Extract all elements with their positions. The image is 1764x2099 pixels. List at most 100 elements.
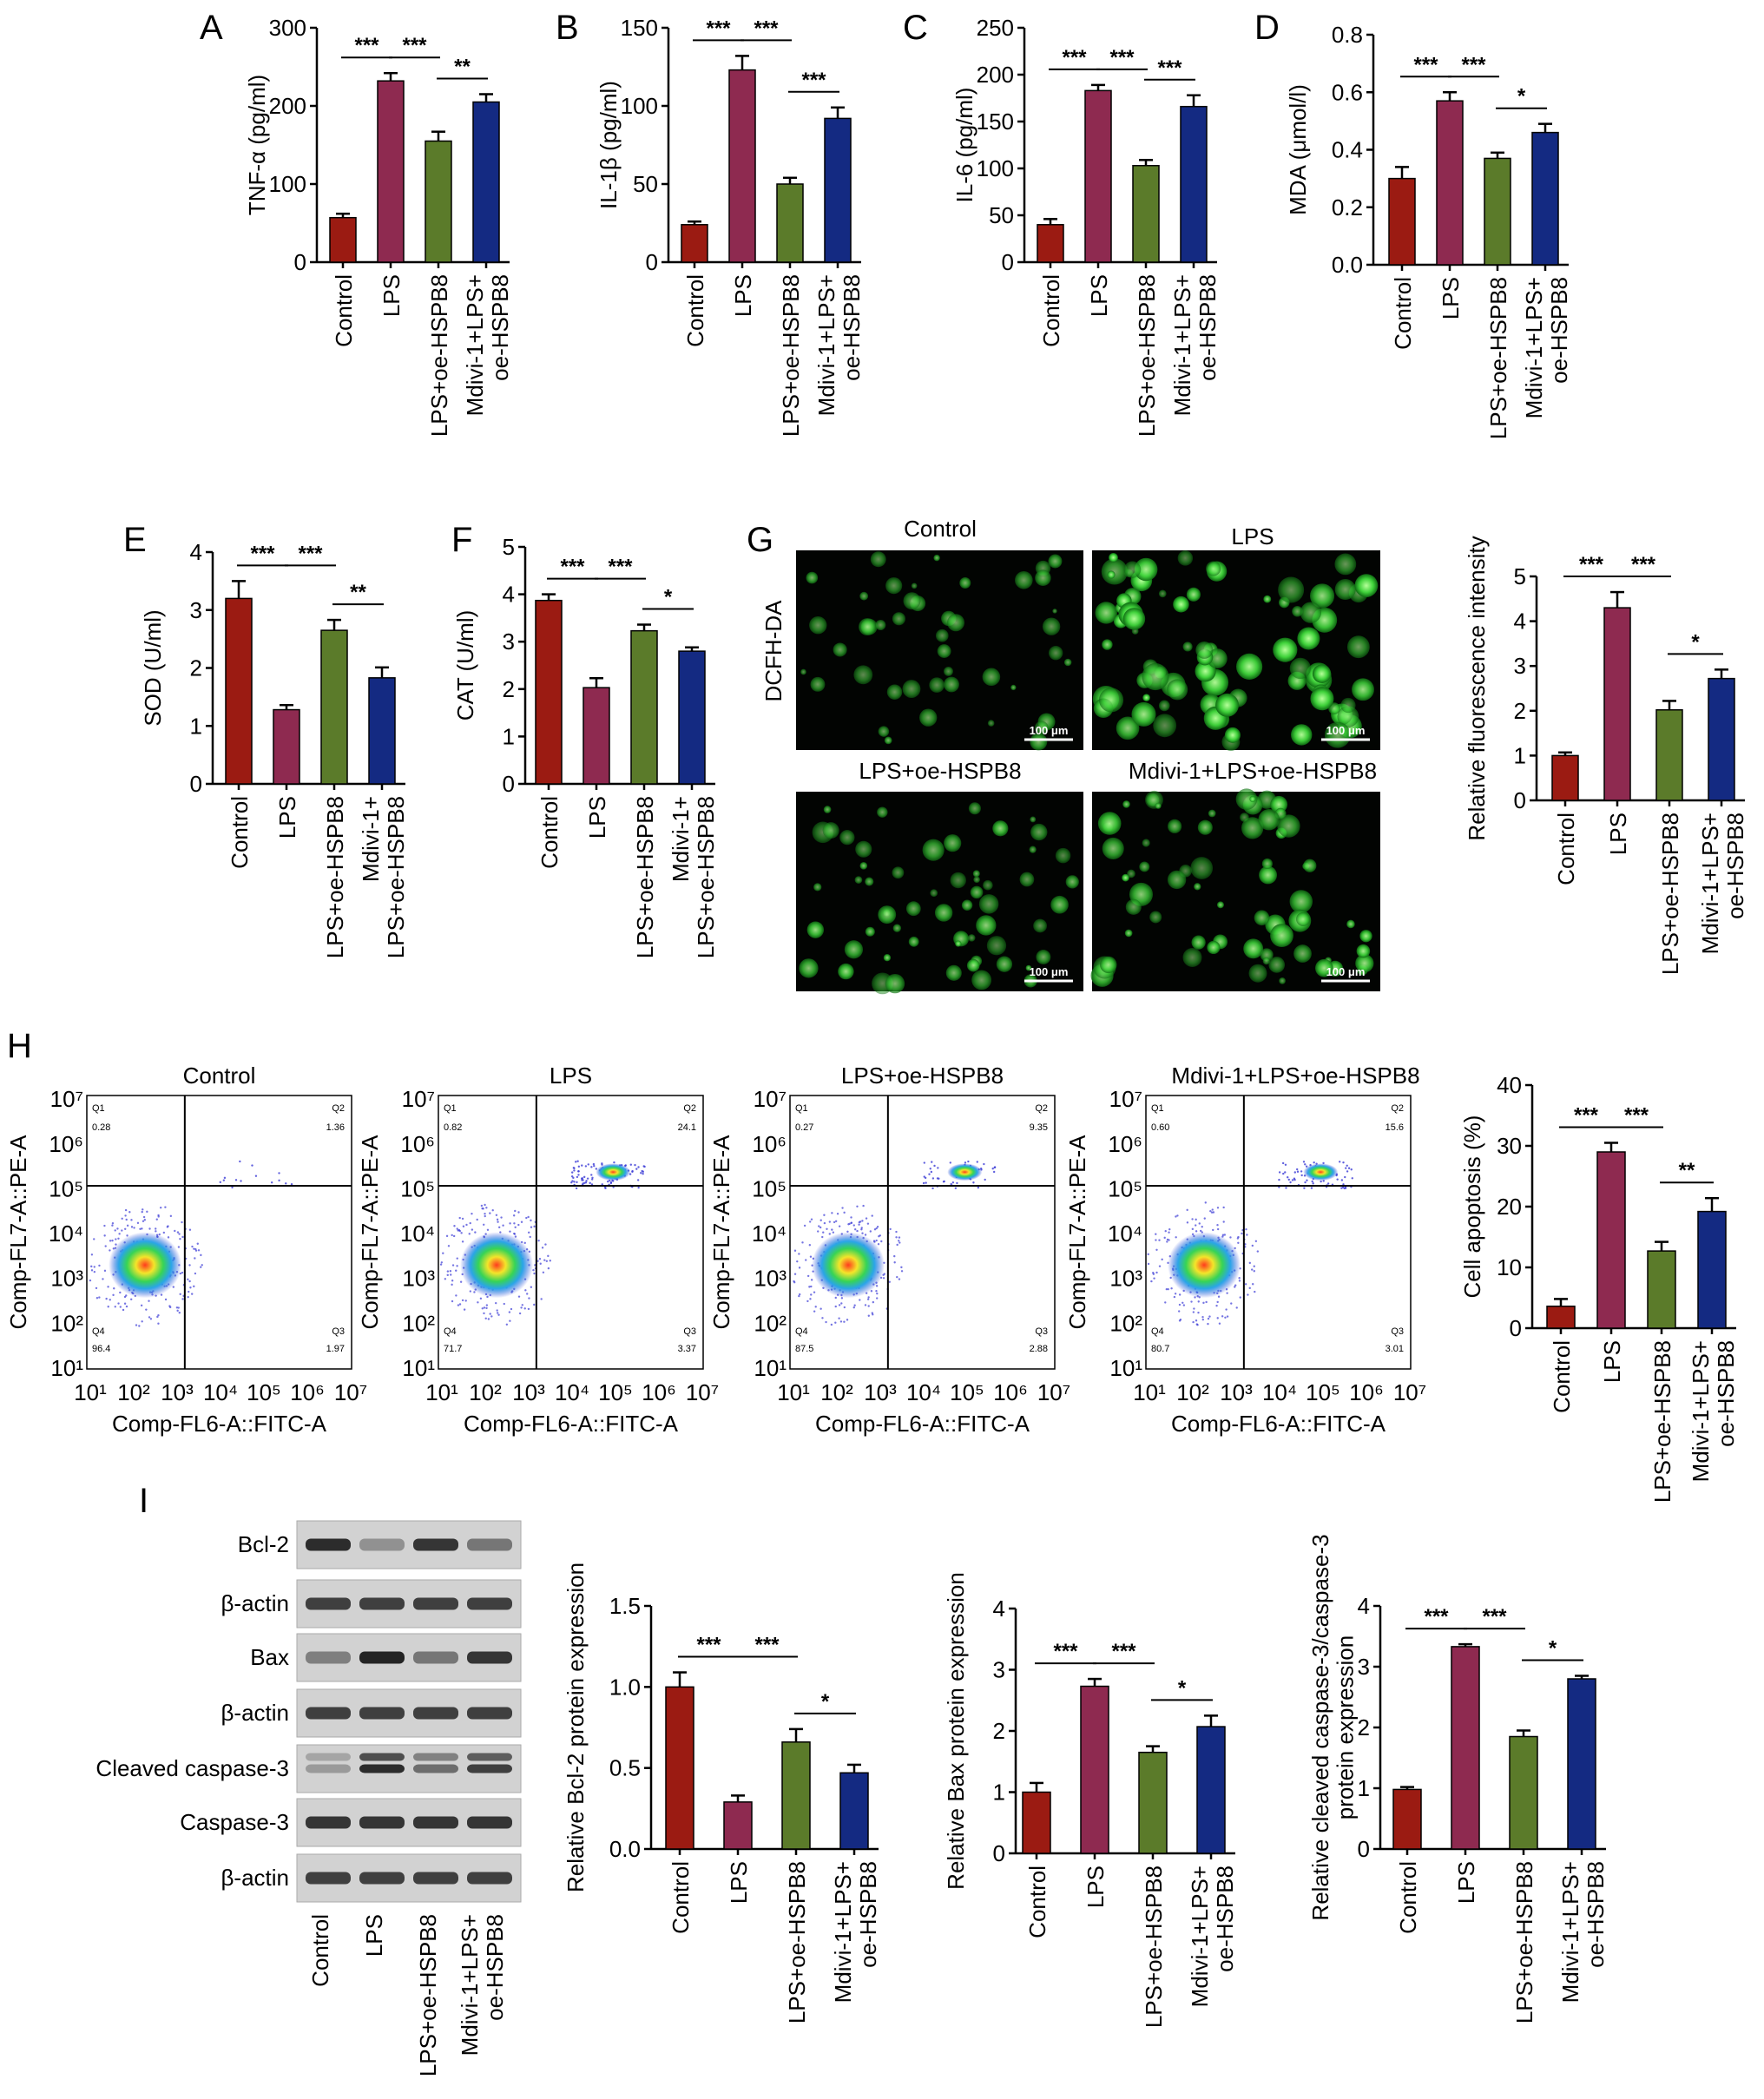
significance-label: ** bbox=[454, 56, 471, 79]
cell bbox=[1289, 657, 1311, 679]
cell bbox=[1273, 637, 1298, 662]
flow-dot bbox=[509, 1230, 511, 1233]
flow-dot bbox=[1241, 1232, 1243, 1235]
flow-dot bbox=[1225, 1308, 1228, 1311]
flow-dot bbox=[114, 1306, 116, 1308]
y-tick-label: 0 bbox=[190, 771, 202, 797]
blot-row-label: Bcl-2 bbox=[238, 1531, 289, 1557]
flow-dot bbox=[823, 1214, 826, 1216]
flow-dot bbox=[1350, 1168, 1353, 1171]
flow-dot bbox=[1238, 1277, 1241, 1280]
flow-dot bbox=[1345, 1167, 1347, 1169]
flow-dot bbox=[1234, 1286, 1236, 1288]
fluorescence-panel-3: Mdivi-1+LPS+oe-HSPB8 100 μm bbox=[1090, 758, 1380, 991]
flow-dot bbox=[533, 1272, 536, 1275]
flow-x-tick: 10³ bbox=[161, 1379, 194, 1405]
flow-dot bbox=[188, 1264, 191, 1267]
flow-dot bbox=[853, 1304, 856, 1306]
flow-dot bbox=[896, 1243, 898, 1247]
panel-letter-d: D bbox=[1254, 9, 1280, 47]
flow-dot bbox=[977, 1186, 980, 1189]
quadrant-label: Q1 bbox=[1151, 1103, 1164, 1114]
flow-dot bbox=[850, 1221, 852, 1225]
flow-dot bbox=[577, 1174, 580, 1176]
y-tick-label: 250 bbox=[977, 15, 1014, 41]
flow-dot bbox=[177, 1246, 181, 1248]
significance-label: *** bbox=[1111, 1640, 1136, 1663]
cell bbox=[1100, 956, 1117, 974]
bar-1 bbox=[1596, 1151, 1626, 1329]
cell bbox=[1312, 664, 1332, 683]
cell bbox=[950, 872, 966, 889]
cell bbox=[1355, 954, 1374, 973]
blot-band bbox=[413, 1816, 458, 1829]
flow-dot bbox=[95, 1297, 99, 1300]
flow-dot bbox=[444, 1278, 447, 1280]
flow-dot bbox=[1251, 1244, 1254, 1247]
flow-dot bbox=[866, 1298, 870, 1300]
flow-dot bbox=[103, 1224, 106, 1227]
cell bbox=[1352, 678, 1374, 701]
flow-dot bbox=[456, 1257, 458, 1260]
y-tick-label: 1 bbox=[1358, 1775, 1370, 1801]
flow-dot bbox=[1182, 1304, 1186, 1306]
y-tick-label: 0.2 bbox=[1332, 194, 1363, 220]
bar-chart-b: 0 50 100 150 IL-1β (pg/ml) Control LPS LPS+oe-H… bbox=[596, 15, 865, 437]
flow-dot bbox=[1300, 1174, 1303, 1177]
flow-dot bbox=[806, 1300, 809, 1303]
cell bbox=[1296, 911, 1311, 926]
blot-band bbox=[306, 1707, 351, 1720]
flow-dot bbox=[1216, 1300, 1219, 1304]
flow-dot bbox=[489, 1212, 491, 1214]
cell bbox=[1015, 571, 1033, 589]
flow-dot bbox=[1216, 1207, 1220, 1209]
flow-dot bbox=[155, 1218, 158, 1221]
x-tick-label: Mdivi-1+LPS+oe-HSPB8 bbox=[1688, 1340, 1739, 1482]
flow-dot bbox=[103, 1269, 107, 1273]
flow-dot bbox=[951, 1181, 955, 1184]
flow-dot bbox=[278, 1172, 280, 1175]
flow-dot bbox=[222, 1179, 226, 1181]
flow-x-tick: 10⁶ bbox=[993, 1379, 1028, 1405]
flow-dot bbox=[856, 1229, 859, 1233]
flow-dot bbox=[1313, 1161, 1315, 1164]
flow-dot bbox=[575, 1187, 578, 1190]
cell bbox=[1124, 929, 1133, 938]
x-tick-label: Mdivi-1+LPS+oe-HSPB8 bbox=[1557, 1861, 1609, 2003]
cell bbox=[1190, 857, 1214, 879]
flow-dot bbox=[462, 1225, 465, 1227]
flow-dot bbox=[876, 1292, 879, 1295]
flow-dot bbox=[798, 1267, 801, 1269]
flow-dot bbox=[814, 1306, 817, 1308]
cell bbox=[1182, 948, 1202, 967]
cell bbox=[883, 954, 892, 962]
flow-dot bbox=[459, 1280, 463, 1283]
y-tick-label: 1 bbox=[503, 723, 515, 749]
flow-dot bbox=[577, 1170, 580, 1173]
flow-dot bbox=[866, 1222, 870, 1225]
significance-label: *** bbox=[1631, 553, 1656, 576]
x-tick-label: LPS bbox=[1599, 1340, 1625, 1383]
bar-1 bbox=[583, 687, 610, 785]
flow-dot bbox=[193, 1285, 195, 1288]
flow-dot bbox=[1230, 1302, 1233, 1305]
panel-letter-g: G bbox=[747, 521, 773, 559]
flow-dot bbox=[177, 1306, 180, 1309]
bar-3 bbox=[1708, 677, 1735, 801]
flow-dot bbox=[875, 1290, 878, 1293]
cell bbox=[1292, 605, 1303, 617]
bar-2 bbox=[630, 629, 658, 785]
flow-dot bbox=[188, 1290, 190, 1293]
flow-dot bbox=[642, 1172, 644, 1175]
y-axis-label: Cell apoptosis (%) bbox=[1459, 1115, 1485, 1299]
flow-dot bbox=[194, 1272, 197, 1275]
flow-dot bbox=[1326, 1182, 1330, 1185]
significance-label: ** bbox=[1679, 1159, 1695, 1182]
cell bbox=[859, 862, 868, 870]
quadrant-value: 15.6 bbox=[1386, 1122, 1404, 1133]
cell bbox=[1207, 648, 1228, 669]
flow-dot bbox=[834, 1296, 837, 1300]
flow-x-tick: 10¹ bbox=[1133, 1379, 1166, 1405]
y-tick-label: 0.0 bbox=[609, 1836, 641, 1862]
cell bbox=[809, 616, 827, 635]
